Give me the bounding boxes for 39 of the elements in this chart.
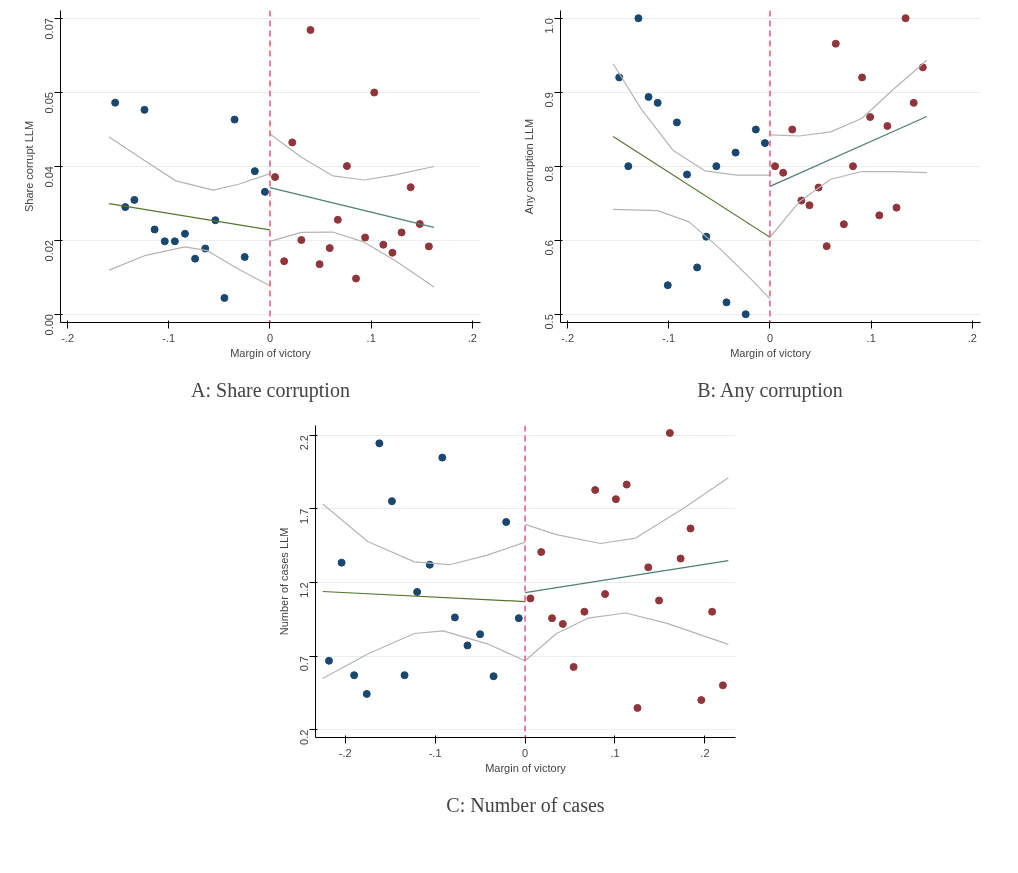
y-tick-label: 0.2 <box>298 729 311 745</box>
y-tick-label: 2.2 <box>298 435 311 451</box>
x-tick-label: .1 <box>866 331 876 344</box>
x-tick-label: 0 <box>266 331 274 344</box>
y-axis-title: Any corruption LLM <box>522 118 535 215</box>
y-axis-title: Number of cases LLM <box>277 527 290 636</box>
y-tick-label: 0.00 <box>43 314 56 336</box>
x-tick-label: .2 <box>700 746 710 759</box>
y-tick-label: 0.6 <box>543 240 556 256</box>
x-tick-label: -.2 <box>61 331 75 344</box>
y-tick-label: 0.02 <box>43 240 56 262</box>
x-tick-label: -.2 <box>561 331 575 344</box>
x-tick-label: .1 <box>366 331 376 344</box>
x-tick-label: -.1 <box>162 331 176 344</box>
x-axis-title: Margin of victory <box>485 761 567 774</box>
x-axis-title: Margin of victory <box>230 346 312 359</box>
x-tick-label: -.1 <box>662 331 676 344</box>
y-tick-label: 0.07 <box>43 18 56 40</box>
y-tick-label: 0.7 <box>298 656 311 672</box>
x-tick-label: 0 <box>521 746 529 759</box>
y-axis-title: Share corrupt LLM <box>22 120 35 213</box>
y-tick-label: 0.05 <box>43 92 56 114</box>
x-tick-label: .2 <box>967 331 977 344</box>
y-tick-label: 1.0 <box>543 18 556 34</box>
x-axis-title: Margin of victory <box>730 346 812 359</box>
y-tick-label: 0.04 <box>43 166 56 188</box>
y-tick-label: 0.8 <box>543 166 556 182</box>
x-tick-label: -.2 <box>338 746 352 759</box>
text: C: Number of cases <box>446 793 605 816</box>
x-tick-label: .1 <box>610 746 620 759</box>
y-tick-label: 1.7 <box>298 508 311 525</box>
y-tick-label: 1.2 <box>298 582 311 598</box>
x-tick-label: .2 <box>467 331 477 344</box>
text: A: Share corruption <box>191 378 350 402</box>
y-tick-label: 0.9 <box>543 92 556 108</box>
x-tick-label: -.1 <box>428 746 442 759</box>
x-tick-label: 0 <box>766 331 774 344</box>
text: B: Any corruption <box>697 378 843 402</box>
y-tick-label: 0.5 <box>543 314 556 330</box>
